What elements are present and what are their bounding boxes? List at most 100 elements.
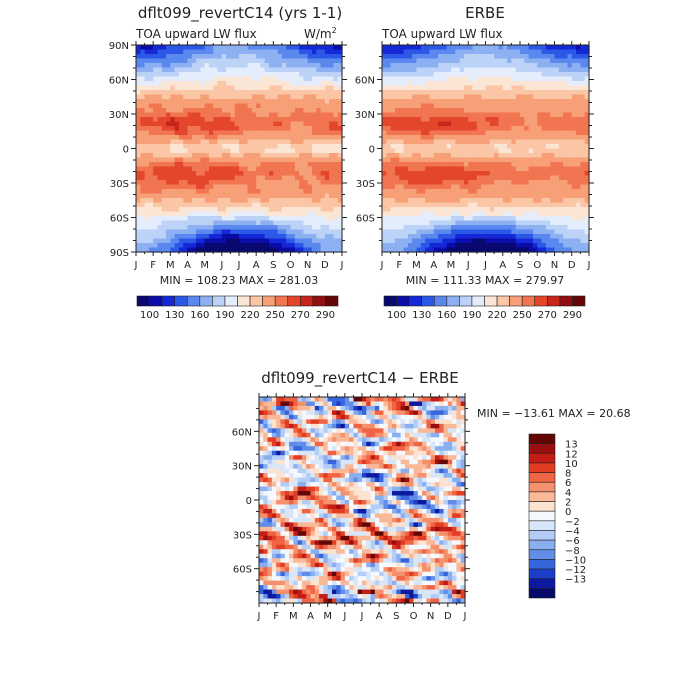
- heat-cell: [476, 162, 482, 168]
- heat-cell: [537, 121, 543, 127]
- heat-cell: [196, 54, 201, 60]
- heat-cell: [208, 63, 214, 69]
- heat-cell: [567, 202, 573, 208]
- heat-cell: [438, 220, 443, 226]
- heat-cell: [140, 67, 146, 73]
- heat-cell: [433, 76, 439, 82]
- heat-cell: [136, 193, 141, 199]
- heat-cell: [407, 202, 413, 208]
- heat-cell: [230, 49, 236, 55]
- heat-cell: [485, 99, 491, 105]
- heat-cell: [260, 153, 266, 159]
- heat-cell: [472, 117, 478, 123]
- heat-cell: [148, 108, 154, 114]
- heat-cell: [407, 162, 413, 168]
- heat-cell: [174, 121, 180, 127]
- heat-cell: [140, 76, 146, 82]
- heat-cell: [558, 90, 564, 96]
- heat-cell: [433, 193, 439, 199]
- heat-cell: [217, 63, 223, 69]
- heat-cell: [324, 184, 330, 190]
- heat-cell: [277, 234, 283, 240]
- heat-cell: [183, 63, 189, 69]
- panel2-subtitle: TOA upward LW flux: [381, 27, 503, 41]
- heat-cell: [161, 72, 167, 78]
- heat-cell: [481, 76, 487, 82]
- heat-cell: [554, 162, 560, 168]
- heat-cell: [429, 67, 435, 73]
- heat-cell: [157, 243, 163, 249]
- heat-cell: [532, 148, 538, 154]
- heat-cell: [269, 157, 274, 163]
- heat-cell: [251, 67, 257, 73]
- heat-cell: [157, 148, 163, 154]
- heat-cell: [294, 247, 300, 253]
- heat-cell: [324, 121, 330, 127]
- heat-cell: [463, 121, 469, 127]
- heat-cell: [269, 171, 274, 177]
- heat-cell: [178, 157, 184, 163]
- heat-cell: [567, 247, 573, 253]
- heat-cell: [476, 126, 482, 132]
- heat-cell: [476, 175, 482, 181]
- heat-cell: [178, 238, 184, 244]
- heat-cell: [455, 49, 461, 55]
- heat-cell: [191, 243, 197, 249]
- heat-cell: [303, 49, 309, 55]
- heat-cell: [446, 54, 452, 60]
- heat-cell: [399, 207, 405, 213]
- heat-cell: [178, 103, 184, 109]
- heat-cell: [239, 139, 244, 145]
- heat-cell: [277, 189, 283, 195]
- heat-cell: [420, 81, 426, 87]
- heat-cell: [286, 238, 292, 244]
- heat-cell: [472, 94, 478, 100]
- heat-cell: [221, 157, 227, 163]
- heat-cell: [425, 54, 431, 60]
- heat-cell: [301, 397, 307, 403]
- heat-cell: [567, 220, 573, 226]
- heat-cell: [541, 67, 547, 73]
- heat-cell: [178, 148, 184, 154]
- heat-cell: [550, 117, 556, 123]
- heat-cell: [580, 211, 586, 217]
- heat-cell: [269, 153, 274, 159]
- heat-cell: [316, 90, 322, 96]
- heat-cell: [550, 148, 556, 154]
- heat-cell: [459, 135, 465, 141]
- heat-cell: [438, 117, 443, 123]
- heat-cell: [433, 238, 439, 244]
- heat-cell: [511, 247, 517, 253]
- heat-cell: [256, 193, 262, 199]
- heat-cell: [239, 216, 244, 222]
- heat-cell: [324, 72, 330, 78]
- heat-cell: [502, 148, 508, 154]
- heat-cell: [507, 135, 512, 141]
- heat-cell: [234, 148, 240, 154]
- heat-cell: [324, 180, 330, 186]
- heat-cell: [243, 108, 249, 114]
- heat-cell: [136, 225, 141, 231]
- heat-cell: [394, 220, 400, 226]
- heat-cell: [550, 180, 556, 186]
- heat-cell: [532, 189, 538, 195]
- heat-cell: [507, 76, 512, 82]
- heat-cell: [528, 85, 534, 91]
- heat-cell: [459, 166, 465, 172]
- heat-cell: [324, 90, 330, 96]
- heat-cell: [520, 126, 525, 132]
- heat-cell: [567, 72, 573, 78]
- heat-cell: [420, 247, 426, 253]
- heat-cell: [191, 247, 197, 253]
- heat-cell: [382, 58, 387, 64]
- heat-cell: [443, 397, 449, 403]
- heat-cell: [476, 166, 482, 172]
- heat-cell: [271, 419, 277, 425]
- heat-cell: [290, 72, 296, 78]
- heat-cell: [161, 238, 167, 244]
- heat-cell: [311, 130, 317, 136]
- heat-cell: [269, 126, 274, 132]
- heat-cell: [420, 139, 426, 145]
- heat-cell: [264, 166, 270, 172]
- heat-cell: [511, 171, 517, 177]
